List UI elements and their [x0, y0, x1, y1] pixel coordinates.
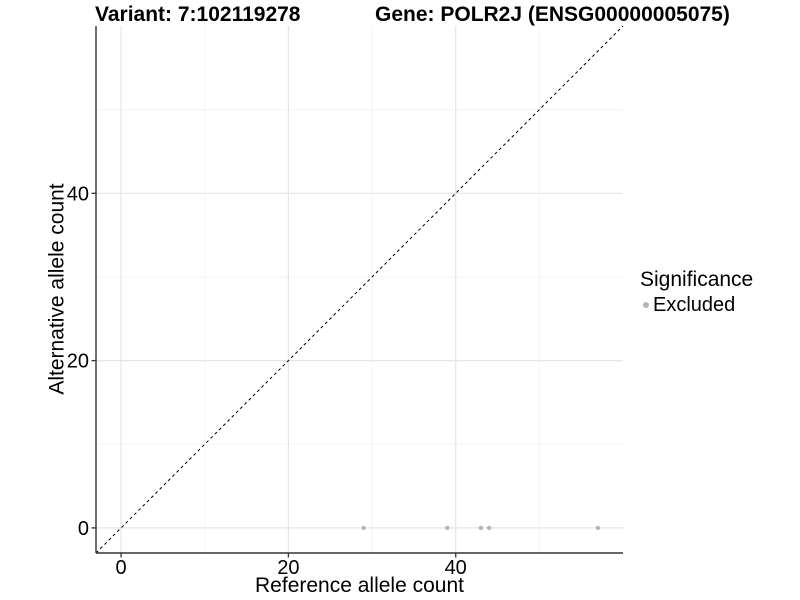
y-tick-label: 0 [78, 518, 89, 540]
legend-entry-excluded: Excluded [640, 294, 753, 316]
legend-entry-label: Excluded [653, 294, 736, 317]
x-tick-label: 40 [445, 557, 467, 579]
data-point [478, 525, 483, 531]
y-tick-label: 40 [67, 183, 89, 205]
gene-title: Gene: POLR2J (ENSG00000005075) [375, 3, 730, 26]
variant-title: Variant: 7:102119278 [95, 3, 301, 26]
legend-title: Significance [640, 268, 754, 291]
y-tick-label: 20 [67, 351, 89, 373]
y-axis-title: Alternative allele count [45, 183, 69, 395]
excluded-point-swatch [643, 302, 649, 309]
data-point [445, 525, 450, 531]
x-axis-title: Reference allele count [255, 574, 464, 597]
data-point [595, 525, 601, 531]
legend: Significance Excluded [640, 268, 753, 316]
x-tick-label: 20 [277, 557, 299, 579]
data-point [361, 525, 366, 531]
x-tick-label: 0 [116, 557, 127, 579]
identity-line [95, 25, 624, 554]
data-point [486, 525, 492, 531]
